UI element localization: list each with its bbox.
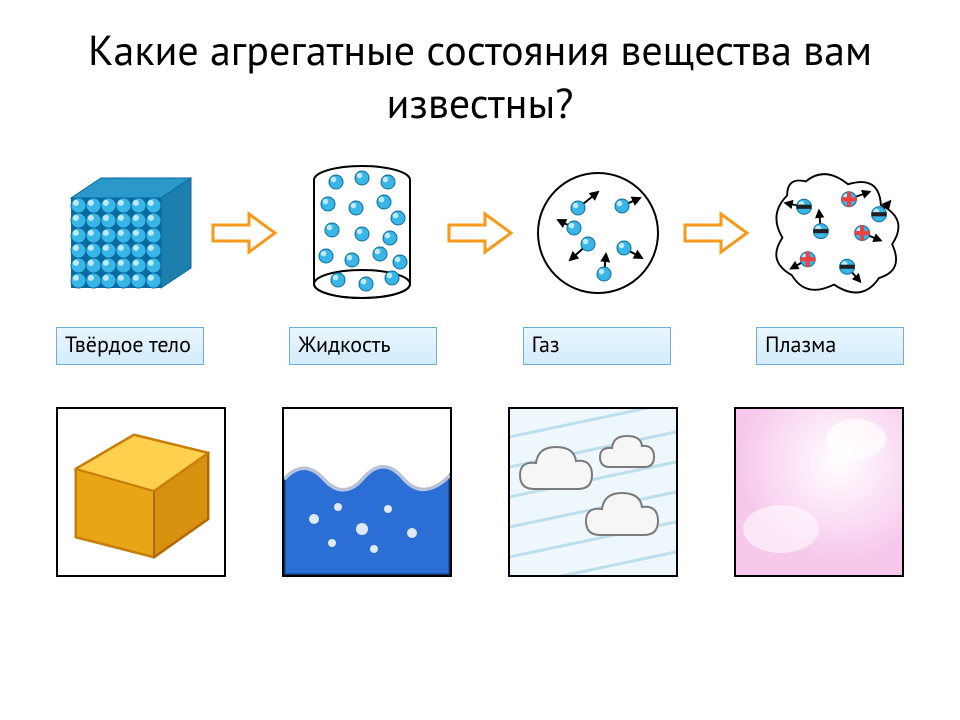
arrow-2 xyxy=(445,153,515,313)
diagram-row xyxy=(0,153,960,313)
state-plasma-diagram xyxy=(759,153,909,313)
label-solid: Твёрдое тело xyxy=(56,327,204,365)
arrow-1 xyxy=(209,153,279,313)
examples-row xyxy=(0,407,960,577)
label-plasma: Плазма xyxy=(756,327,904,365)
example-gas xyxy=(508,407,678,577)
example-liquid xyxy=(282,407,452,577)
example-plasma xyxy=(734,407,904,577)
state-liquid-diagram xyxy=(287,153,437,313)
page-title: Какие агрегатные состояния вещества вам … xyxy=(0,0,960,147)
state-gas-diagram xyxy=(523,153,673,313)
labels-row: Твёрдое тело Жидкость Газ Плазма xyxy=(0,327,960,365)
state-solid-diagram xyxy=(51,153,201,313)
label-gas: Газ xyxy=(523,327,671,365)
example-solid xyxy=(56,407,226,577)
arrow-3 xyxy=(681,153,751,313)
label-liquid: Жидкость xyxy=(289,327,437,365)
